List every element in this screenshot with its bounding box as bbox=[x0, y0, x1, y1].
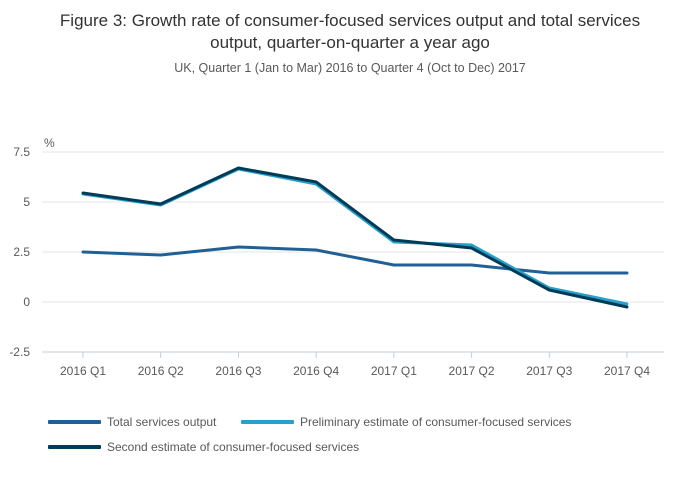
y-axis-unit-label: % bbox=[44, 136, 55, 150]
chart-subtitle: UK, Quarter 1 (Jan to Mar) 2016 to Quart… bbox=[174, 61, 526, 75]
legend-item-second-estimate[interactable]: Second estimate of consumer-focused serv… bbox=[48, 440, 359, 454]
chart-title: Figure 3: Growth rate of consumer-focuse… bbox=[59, 11, 641, 52]
legend-swatch-preliminary-estimate bbox=[241, 419, 294, 424]
y-axis-label: 7.5 bbox=[13, 145, 30, 159]
x-axis-label: 2016 Q4 bbox=[293, 364, 339, 378]
series-line-second-estimate-of-consumer-focused-services bbox=[81, 166, 629, 309]
series-line-total-services-output bbox=[81, 245, 629, 275]
legend-swatch-second-estimate bbox=[48, 444, 101, 449]
series-line-preliminary-estimate-of-consumer-focused-services bbox=[81, 167, 629, 306]
x-axis-label: 2017 Q4 bbox=[604, 364, 650, 378]
legend-label: Second estimate of consumer-focused serv… bbox=[107, 439, 360, 454]
y-axis-label: 5 bbox=[23, 195, 30, 209]
legend-item-total-services-output[interactable]: Total services output bbox=[48, 415, 241, 429]
chart-header: Figure 3: Growth rate of consumer-focuse… bbox=[0, 0, 700, 75]
y-axis-label: 2.5 bbox=[13, 245, 30, 259]
chart-legend: Total services output Preliminary estima… bbox=[48, 409, 668, 459]
x-axis-label: 2016 Q2 bbox=[138, 364, 184, 378]
legend-row: Total services output Preliminary estima… bbox=[48, 409, 668, 434]
x-axis-label: 2017 Q2 bbox=[449, 364, 495, 378]
legend-item-preliminary-estimate[interactable]: Preliminary estimate of consumer-focused… bbox=[241, 415, 571, 429]
x-axis-label: 2017 Q3 bbox=[526, 364, 572, 378]
y-axis-label: 0 bbox=[23, 295, 30, 309]
x-axis-label: 2016 Q3 bbox=[215, 364, 261, 378]
legend-row: Second estimate of consumer-focused serv… bbox=[48, 434, 668, 459]
legend-swatch-total-services bbox=[48, 419, 101, 424]
legend-label: Preliminary estimate of consumer-focused… bbox=[300, 414, 572, 429]
x-axis-label: 2017 Q1 bbox=[371, 364, 417, 378]
y-axis-label: -2.5 bbox=[9, 345, 30, 359]
x-axis-label: 2016 Q1 bbox=[60, 364, 106, 378]
legend-label: Total services output bbox=[107, 414, 217, 429]
